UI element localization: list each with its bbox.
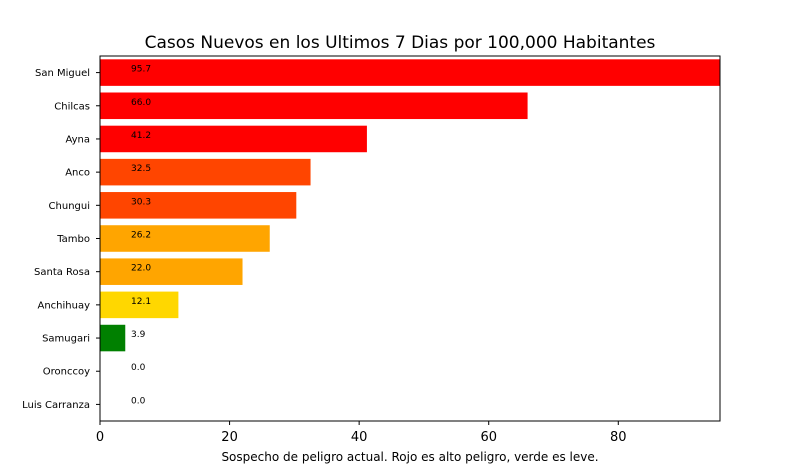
data-label-luis-carranza: 0.0 <box>131 396 146 406</box>
x-tick-label-40: 40 <box>351 430 368 445</box>
data-label-chilcas: 66.0 <box>131 98 151 108</box>
data-label-santa-rosa: 22.0 <box>131 264 151 274</box>
data-label-tambo: 26.2 <box>131 231 151 241</box>
x-tick-label-80: 80 <box>610 430 627 445</box>
chart-title: Casos Nuevos en los Ultimos 7 Dias por 1… <box>145 33 656 53</box>
data-label-oronccoy: 0.0 <box>131 363 146 373</box>
y-tick-label-santa-rosa: Santa Rosa <box>34 267 90 278</box>
x-tick-label-0: 0 <box>96 430 104 445</box>
x-tick-label-20: 20 <box>221 430 238 445</box>
bar-santa-rosa <box>100 258 243 285</box>
y-tick-labels: San Miguel Chilcas Ayna Anco Chungui Tambo San… <box>22 68 100 411</box>
bar-chungui <box>100 192 296 219</box>
data-label-chungui: 30.3 <box>131 197 151 207</box>
data-label-ayna: 41.2 <box>131 131 151 141</box>
data-label-anchihuay: 12.1 <box>131 297 151 307</box>
bar-chilcas <box>100 93 528 120</box>
data-label-anco: 32.5 <box>131 164 151 174</box>
y-tick-label-san-miguel: San Miguel <box>35 68 90 79</box>
y-tick-label-tambo: Tambo <box>56 234 90 245</box>
y-tick-label-ayna: Ayna <box>65 134 90 145</box>
y-tick-label-chungui: Chungui <box>49 201 90 212</box>
y-tick-label-luis-carranza: Luis Carranza <box>22 400 90 411</box>
y-tick-label-anchihuay: Anchihuay <box>37 300 90 311</box>
x-axis-label: Sospecho de peligro actual. Rojo es alto… <box>221 450 598 464</box>
y-tick-label-oronccoy: Oronccoy <box>43 367 90 378</box>
bars-group <box>100 59 720 351</box>
x-axis: 0 20 40 60 80 <box>96 421 627 445</box>
data-label-san-miguel: 95.7 <box>131 65 151 75</box>
y-tick-label-chilcas: Chilcas <box>54 101 90 112</box>
x-tick-label-60: 60 <box>480 430 497 445</box>
data-label-samugari: 3.9 <box>131 330 146 340</box>
bar-samugari <box>100 325 125 352</box>
y-tick-label-samugari: Samugari <box>42 334 90 345</box>
bar-san-miguel <box>100 59 720 86</box>
y-tick-label-anco: Anco <box>65 168 90 179</box>
bar-tambo <box>100 225 270 252</box>
